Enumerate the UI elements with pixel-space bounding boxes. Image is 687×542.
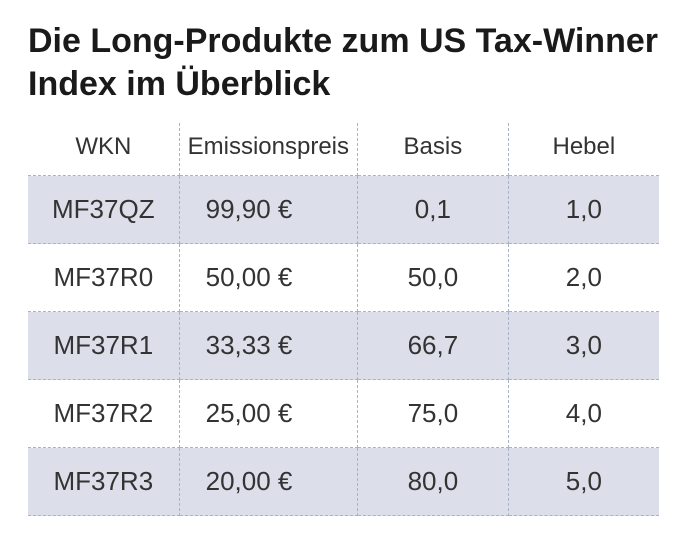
cell-price: 25,00 € [179, 380, 357, 448]
cell-price: 33,33 € [179, 312, 357, 380]
col-header-basis: Basis [358, 123, 509, 176]
cell-wkn: MF37R0 [28, 244, 179, 312]
cell-price: 50,00 € [179, 244, 357, 312]
table-row: MF37QZ 99,90 € 0,1 1,0 [28, 176, 659, 244]
cell-hebel: 5,0 [508, 448, 659, 516]
cell-price: 20,00 € [179, 448, 357, 516]
cell-basis: 66,7 [358, 312, 509, 380]
table-row: MF37R0 50,00 € 50,0 2,0 [28, 244, 659, 312]
col-header-wkn: WKN [28, 123, 179, 176]
cell-wkn: MF37R3 [28, 448, 179, 516]
cell-basis: 75,0 [358, 380, 509, 448]
cell-hebel: 3,0 [508, 312, 659, 380]
cell-hebel: 1,0 [508, 176, 659, 244]
table-header-row: WKN Emissionspreis Basis Hebel [28, 123, 659, 176]
table-row: MF37R2 25,00 € 75,0 4,0 [28, 380, 659, 448]
cell-basis: 0,1 [358, 176, 509, 244]
cell-price: 99,90 € [179, 176, 357, 244]
cell-wkn: MF37QZ [28, 176, 179, 244]
cell-hebel: 4,0 [508, 380, 659, 448]
cell-basis: 80,0 [358, 448, 509, 516]
cell-hebel: 2,0 [508, 244, 659, 312]
col-header-hebel: Hebel [508, 123, 659, 176]
products-table: WKN Emissionspreis Basis Hebel MF37QZ 99… [28, 123, 659, 516]
col-header-price: Emissionspreis [179, 123, 357, 176]
table-row: MF37R1 33,33 € 66,7 3,0 [28, 312, 659, 380]
cell-wkn: MF37R1 [28, 312, 179, 380]
table-row: MF37R3 20,00 € 80,0 5,0 [28, 448, 659, 516]
page-title: Die Long-Produkte zum US Tax-Winner Inde… [28, 20, 659, 105]
cell-basis: 50,0 [358, 244, 509, 312]
cell-wkn: MF37R2 [28, 380, 179, 448]
